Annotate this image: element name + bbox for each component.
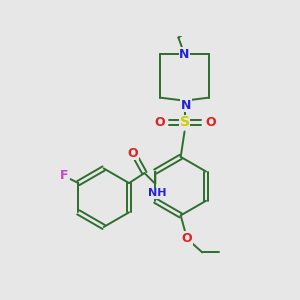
Text: F: F [60, 169, 69, 182]
Text: N: N [181, 99, 191, 112]
Text: NH: NH [148, 188, 166, 198]
Text: S: S [179, 115, 190, 129]
Text: O: O [182, 232, 192, 245]
Text: O: O [128, 146, 138, 160]
Text: N: N [179, 48, 190, 61]
Text: O: O [154, 116, 165, 129]
Text: O: O [206, 116, 216, 129]
